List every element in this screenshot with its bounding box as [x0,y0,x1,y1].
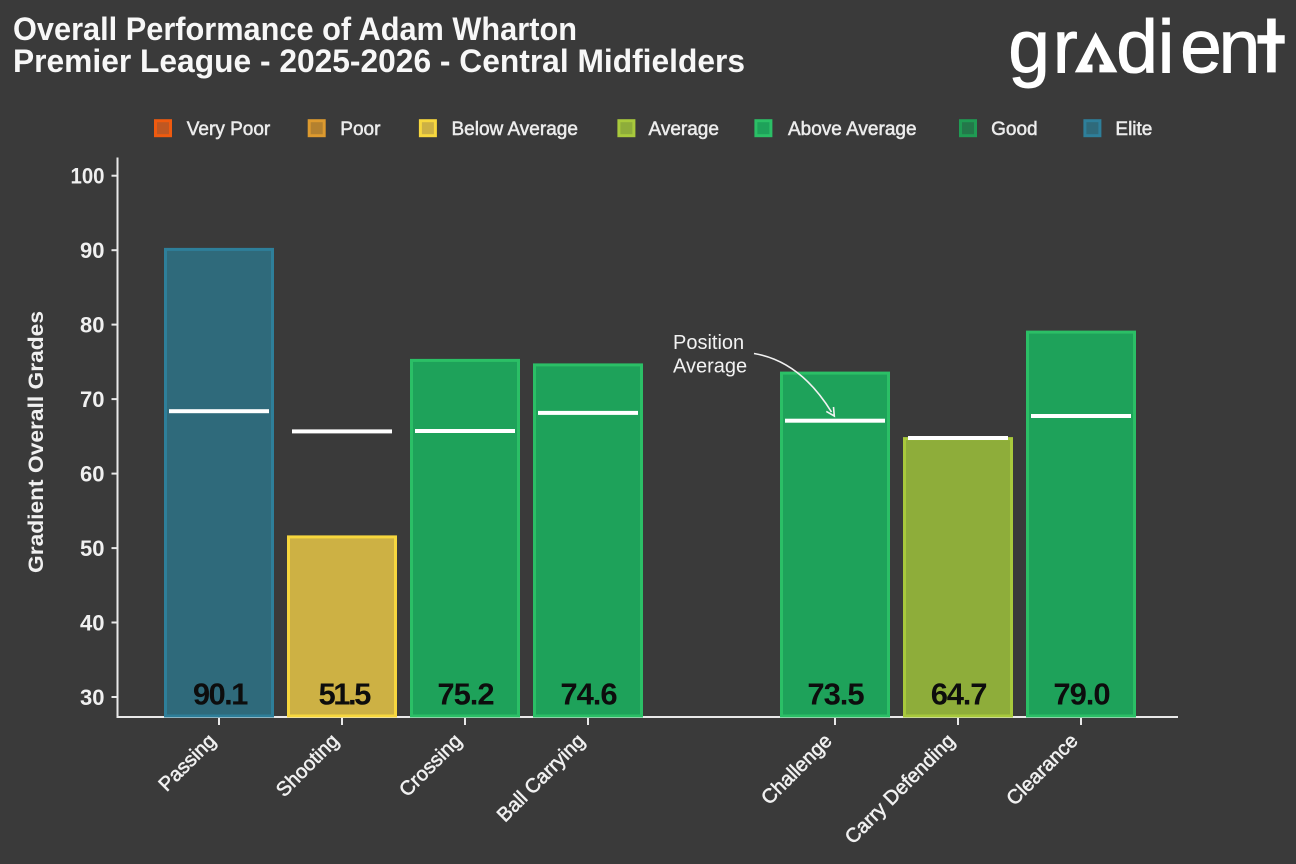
svg-text:g: g [1008,4,1050,88]
svg-text:Good: Good [991,119,1037,140]
svg-text:Position: Position [673,332,744,354]
svg-text:Elite: Elite [1115,119,1152,140]
svg-text:Above Average: Above Average [788,119,917,140]
svg-text:Gradient Overall Grades: Gradient Overall Grades [25,311,48,573]
svg-text:d: d [1116,4,1158,88]
svg-text:Premier League - 2025-2026 - C: Premier League - 2025-2026 - Central Mid… [13,43,745,79]
svg-text:Average: Average [649,119,719,140]
svg-text:75.2: 75.2 [437,677,493,712]
svg-text:100: 100 [71,164,105,189]
svg-text:Very Poor: Very Poor [187,119,271,140]
svg-text:r: r [1053,4,1078,88]
svg-text:i: i [1158,4,1175,88]
svg-text:74.6: 74.6 [560,677,617,712]
svg-text:60: 60 [80,462,104,487]
svg-text:90: 90 [80,238,104,263]
svg-text:Challenge: Challenge [757,730,836,809]
svg-text:73.5: 73.5 [807,677,864,712]
svg-text:90.1: 90.1 [193,677,248,712]
svg-text:Average: Average [673,356,747,378]
svg-text:64.7: 64.7 [931,677,987,712]
svg-text:Below Average: Below Average [452,119,578,140]
svg-text:30: 30 [80,685,104,710]
svg-text:51.5: 51.5 [319,677,372,712]
svg-text:Clearance: Clearance [1003,730,1083,810]
svg-text:40: 40 [80,611,104,636]
svg-text:Crossing: Crossing [395,730,466,801]
svg-text:80: 80 [80,313,104,338]
svg-text:Shooting: Shooting [272,730,343,801]
svg-text:Ball Carrying: Ball Carrying [493,730,590,827]
svg-text:e: e [1180,4,1222,88]
svg-text:Poor: Poor [340,119,381,140]
svg-text:70: 70 [80,387,104,412]
svg-text:79.0: 79.0 [1053,677,1109,712]
svg-text:50: 50 [80,536,104,561]
svg-text:Carry Defending: Carry Defending [841,730,960,849]
svg-text:n: n [1219,4,1261,88]
svg-text:Overall Performance of Adam Wh: Overall Performance of Adam Wharton [13,11,577,47]
svg-text:Passing: Passing [155,730,221,796]
